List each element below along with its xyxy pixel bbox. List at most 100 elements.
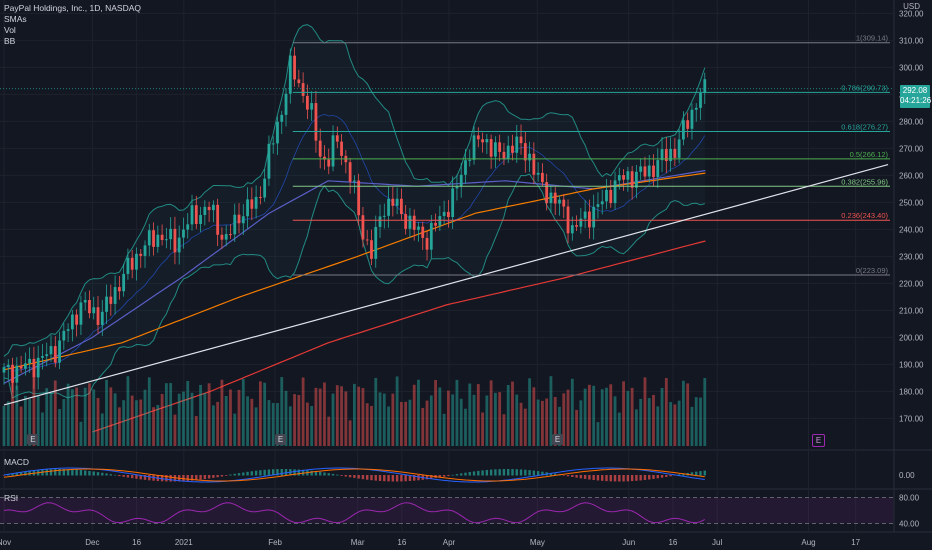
volume-bar	[690, 406, 694, 446]
macd-histogram-bar	[24, 471, 27, 476]
candle-body	[105, 296, 108, 312]
macd-histogram-bar	[319, 471, 322, 476]
macd-histogram-bar	[293, 469, 296, 476]
macd-histogram-bar	[263, 469, 266, 476]
macd-histogram-bar	[62, 469, 66, 476]
fib-level-label: 0.236(243.40)	[841, 211, 888, 220]
candle-body	[635, 171, 638, 188]
volume-bar	[211, 405, 215, 446]
currency-label: USD	[903, 2, 920, 11]
y-tick-label: 250.00	[899, 198, 924, 207]
macd-histogram-bar	[160, 475, 164, 482]
earnings-icon[interactable]: E	[552, 434, 564, 445]
candle-body	[96, 307, 100, 325]
volume-bar	[32, 377, 36, 446]
macd-histogram-bar	[113, 474, 117, 476]
volume-bar	[220, 379, 224, 446]
volume-bar	[182, 391, 185, 446]
candle-body	[365, 239, 369, 241]
macd-histogram-bar	[536, 471, 540, 476]
candle-body	[532, 153, 536, 175]
candle-body	[609, 189, 613, 204]
macd-histogram-bar	[297, 469, 301, 476]
volume-bar	[28, 398, 32, 446]
candle-body	[596, 204, 600, 207]
macd-histogram-bar	[601, 475, 604, 481]
volume-bar	[263, 382, 267, 446]
volume-bar	[558, 406, 561, 446]
candle-body	[66, 329, 70, 331]
candle-body	[476, 135, 480, 140]
macd-histogram-bar	[417, 475, 420, 481]
future-earnings-icon[interactable]: E	[812, 434, 825, 447]
volume-bar	[361, 388, 365, 446]
candle-body	[250, 199, 254, 209]
macd-histogram-bar	[391, 475, 395, 482]
volume-indicator-label[interactable]: Vol	[4, 25, 16, 35]
candle-body	[370, 240, 373, 259]
fib-level-label: 0.5(266.12)	[850, 150, 889, 159]
bollinger-lower-band	[3, 173, 705, 399]
macd-histogram-bar	[45, 469, 48, 476]
volume-bar	[177, 393, 181, 446]
last-price-value: 292.08	[902, 86, 928, 95]
volume-bar	[630, 387, 634, 446]
candle-body	[318, 140, 322, 157]
macd-histogram-bar	[519, 469, 523, 476]
candle-body	[130, 257, 134, 270]
candle-body	[459, 174, 463, 187]
candle-body	[19, 365, 23, 369]
smas-indicator-label[interactable]: SMAs	[4, 14, 27, 24]
candle-body	[147, 230, 151, 246]
macd-histogram-bar	[233, 473, 236, 476]
x-tick-label: 16	[397, 538, 406, 547]
macd-histogram-bar	[472, 471, 476, 476]
candle-body	[113, 287, 117, 304]
candle-body	[664, 149, 668, 162]
candle-body	[626, 171, 630, 180]
volume-bar	[164, 383, 168, 446]
volume-bar	[647, 398, 651, 446]
macd-pane-label[interactable]: MACD	[4, 457, 30, 467]
volume-bar	[105, 379, 108, 446]
candle-body	[408, 215, 412, 229]
volume-bar	[152, 407, 155, 446]
volume-bar	[417, 379, 420, 446]
rsi-pane-label[interactable]: RSI	[4, 493, 19, 503]
candle-body	[660, 149, 664, 161]
macd-histogram-bar	[370, 475, 373, 481]
macd-histogram-bar	[348, 475, 352, 478]
x-tick-label: Mar	[351, 538, 365, 547]
volume-bar	[545, 398, 549, 446]
macd-histogram-bar	[515, 469, 518, 476]
macd-histogram-bar	[395, 475, 399, 482]
volume-bar	[11, 379, 14, 446]
volume-bar	[113, 393, 117, 446]
earnings-icon[interactable]: E	[27, 434, 39, 445]
macd-histogram-bar	[579, 475, 583, 479]
macd-histogram-bar	[212, 475, 215, 478]
volume-bar	[96, 397, 100, 446]
volume-bar	[605, 387, 608, 446]
macd-histogram-bar	[28, 471, 31, 476]
candle-body	[690, 109, 694, 129]
y-tick-label: 270.00	[899, 144, 924, 153]
x-tick-label: Aug	[801, 538, 815, 547]
candle-body	[335, 135, 339, 142]
macd-histogram-bar	[58, 469, 61, 476]
earnings-icon[interactable]: E	[275, 434, 286, 445]
macd-histogram-bar	[271, 469, 275, 476]
candle-body	[536, 172, 540, 175]
macd-histogram-bar	[139, 475, 142, 480]
bollinger-indicator-label[interactable]: BB	[4, 36, 16, 46]
candle-body	[6, 364, 10, 368]
macd-histogram-bar	[79, 470, 83, 476]
candle-body	[305, 95, 309, 110]
volume-bar	[36, 395, 40, 446]
volume-bar	[570, 378, 574, 446]
volume-bar	[442, 413, 446, 446]
volume-bar	[276, 403, 279, 446]
macd-histogram-bar	[541, 471, 544, 476]
macd-histogram-bar	[267, 469, 271, 476]
